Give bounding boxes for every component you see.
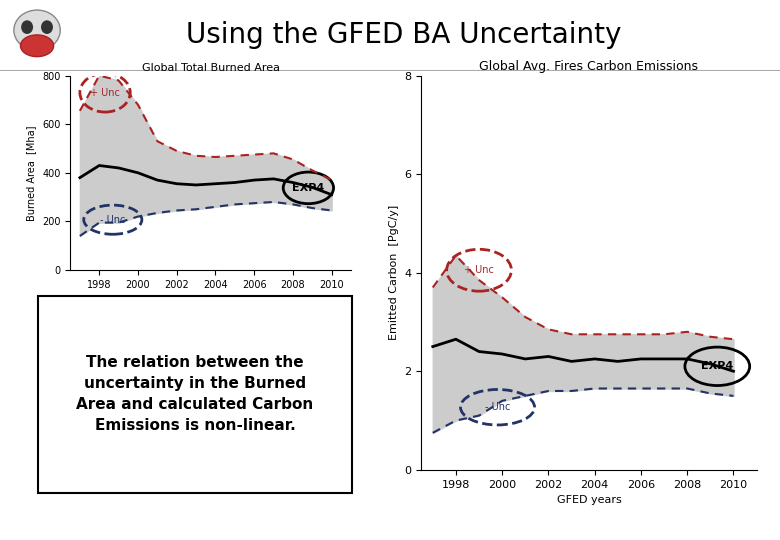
Text: + Unc: + Unc xyxy=(464,265,494,275)
Text: - Unc: - Unc xyxy=(100,215,126,225)
Ellipse shape xyxy=(20,35,54,57)
Text: EXP4: EXP4 xyxy=(701,361,733,372)
FancyBboxPatch shape xyxy=(37,296,353,492)
Text: - Unc: - Unc xyxy=(485,402,510,412)
X-axis label: GFED years: GFED years xyxy=(183,295,239,305)
Text: EXP4: EXP4 xyxy=(292,183,324,193)
Y-axis label: Burned Area  [Mha]: Burned Area [Mha] xyxy=(27,125,37,220)
X-axis label: GFED years: GFED years xyxy=(556,495,622,505)
Ellipse shape xyxy=(41,21,53,34)
Title: Global Avg. Fires Carbon Emissions: Global Avg. Fires Carbon Emissions xyxy=(480,60,698,73)
Text: Using the GFED BA Uncertainty: Using the GFED BA Uncertainty xyxy=(186,21,622,49)
Title: Global Total Burned Area: Global Total Burned Area xyxy=(142,63,279,73)
Ellipse shape xyxy=(21,21,33,34)
Y-axis label: Emitted Carbon  [PgC/y]: Emitted Carbon [PgC/y] xyxy=(388,205,399,340)
Text: The relation between the
uncertainty in the Burned
Area and calculated Carbon
Em: The relation between the uncertainty in … xyxy=(76,355,314,433)
Text: + Unc: + Unc xyxy=(90,87,120,98)
Ellipse shape xyxy=(14,10,60,50)
